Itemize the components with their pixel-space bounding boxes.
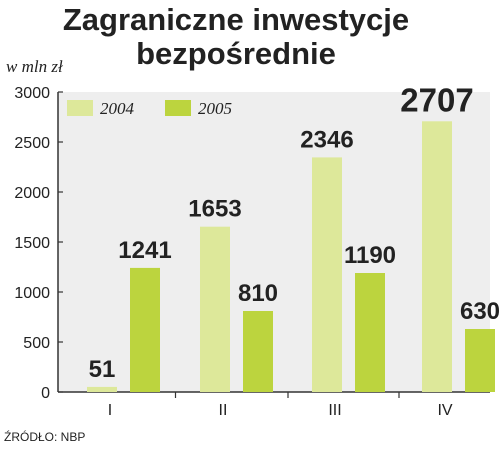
legend-label-2004: 2004 (100, 99, 135, 118)
data-label-2004-II: 1653 (188, 196, 241, 223)
y-tick-label: 1500 (14, 235, 50, 252)
bar-2004-IV (422, 121, 452, 393)
y-tick-label: 0 (41, 385, 50, 402)
data-label-2004-I: 51 (89, 356, 116, 383)
chart-title-line-1: Zagraniczne inwestycje (63, 2, 409, 37)
data-label-2005-III: 1190 (344, 242, 396, 269)
legend-label-2005: 2005 (198, 99, 232, 118)
data-label-2005-II: 810 (238, 280, 278, 307)
data-label-2004-IV: 2707 (400, 81, 473, 118)
bar-2004-II (200, 226, 230, 392)
data-labels: 51 1653 2346 2707 1241 810 1190 630 (89, 81, 500, 383)
y-tick-label: 2000 (14, 185, 50, 202)
bar-2004-I (87, 386, 117, 392)
bar-2005-II (243, 311, 273, 392)
legend: 2004 2005 (67, 99, 232, 118)
bar-2005-III (355, 273, 385, 392)
data-label-2004-III: 2346 (300, 126, 353, 153)
y-tick-label: 2500 (14, 135, 50, 152)
unit-label: w mln zł (6, 57, 64, 76)
bars (87, 121, 495, 393)
bar-2005-I (130, 267, 160, 392)
chart-title-line-2: bezpośrednie (136, 36, 336, 71)
y-axis: 0 500 1000 1500 2000 2500 3000 (14, 85, 63, 402)
x-category-label: II (219, 402, 228, 419)
data-label-2005-I: 1241 (118, 237, 171, 264)
x-category-label: I (108, 402, 112, 419)
legend-swatch-2005 (165, 100, 191, 116)
y-tick-label: 1000 (14, 285, 50, 302)
bar-2005-IV (465, 329, 495, 392)
y-tick-label: 500 (23, 335, 50, 352)
y-tick-label: 3000 (14, 85, 50, 102)
source-note: ŹRÓDŁO: NBP (4, 429, 85, 444)
data-label-2005-IV: 630 (460, 298, 500, 325)
bar-2004-III (312, 157, 342, 392)
x-category-label: IV (437, 402, 452, 419)
x-category-label: III (328, 402, 341, 419)
legend-swatch-2004 (67, 100, 93, 116)
x-axis: I II III IV (58, 391, 490, 419)
